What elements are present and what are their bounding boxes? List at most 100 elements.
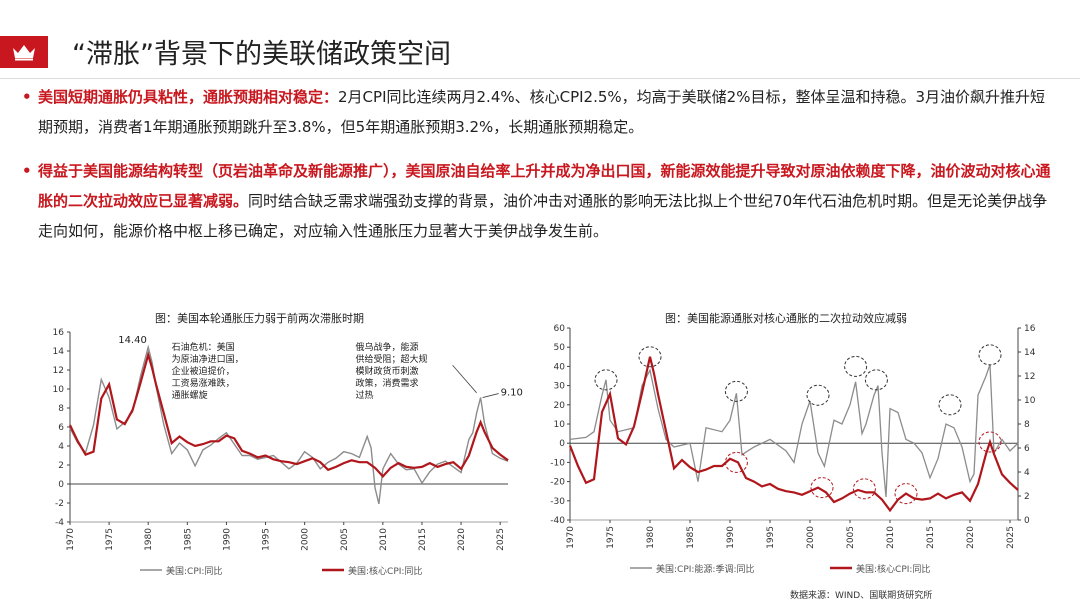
y-tick-label: 4 bbox=[58, 442, 64, 452]
title-divider bbox=[0, 78, 1080, 79]
x-tick-label: 1975 bbox=[105, 528, 115, 551]
y-tick-label: 2 bbox=[58, 461, 64, 471]
y-tick-label: -4 bbox=[55, 518, 64, 528]
right-y-tick-label: 6 bbox=[1024, 444, 1030, 454]
energy-peak-circle bbox=[864, 369, 888, 391]
x-tick-label: 1995 bbox=[262, 528, 272, 551]
energy-peak-circle bbox=[724, 380, 748, 402]
energy-peak-circle bbox=[638, 346, 662, 368]
x-tick-label: 2005 bbox=[846, 526, 856, 549]
core-peak-circle bbox=[724, 451, 748, 473]
annotation-oil-crisis-line: 通胀螺旋 bbox=[172, 389, 208, 401]
x-tick-label: 1980 bbox=[646, 526, 656, 549]
x-tick-label: 2020 bbox=[966, 526, 976, 549]
x-tick-label: 2000 bbox=[806, 526, 816, 549]
energy-peak-circle bbox=[938, 394, 962, 416]
bullet-1-highlight: 美国短期通胀仍具粘性，通胀预期相对稳定： bbox=[38, 88, 339, 106]
peak-label-1980: 14.40 bbox=[118, 335, 147, 346]
chart-2-title: 图：美国能源通胀对核心通胀的二次拉动效应减弱 bbox=[665, 312, 907, 325]
right-y-tick-label: 14 bbox=[1024, 348, 1036, 358]
y-tick-label: 8 bbox=[58, 404, 64, 414]
y-tick-label: 0 bbox=[58, 480, 64, 490]
y-tick-label: 16 bbox=[53, 328, 65, 338]
x-tick-label: 1995 bbox=[766, 526, 776, 549]
x-tick-label: 1985 bbox=[686, 526, 696, 549]
bullet-dot-icon: • bbox=[22, 88, 32, 106]
series-line-1 bbox=[69, 344, 509, 505]
annotation-arrow bbox=[482, 393, 499, 398]
x-tick-label: 2010 bbox=[886, 526, 896, 549]
energy-peak-circle bbox=[806, 384, 830, 406]
left-y-tick-label: -40 bbox=[550, 516, 565, 526]
chart-2: -40 -30 -20 -10 0 10 20 30 40 50 60 0 2 4 6 8 10 12 14 16 19… bbox=[550, 324, 1036, 575]
right-y-tick-label: 4 bbox=[1024, 468, 1030, 478]
bullet-2-highlight: 得益于美国能源结构转型（页岩油革命及新能源推广），美国原油自给率上升并成为净出口… bbox=[38, 162, 1051, 210]
y-tick-label: 12 bbox=[53, 366, 64, 376]
chart-1-title: 图：美国本轮通胀压力弱于前两次滞胀时期 bbox=[155, 312, 364, 325]
data-source-note: 数据来源：WIND、国联期货研究所 bbox=[790, 591, 933, 601]
x-tick-label: 1990 bbox=[222, 528, 232, 551]
y-tick-label: -2 bbox=[55, 499, 64, 509]
core-peak-circle bbox=[810, 477, 834, 499]
annotation-oil-crisis-line: 企业被迫提价， bbox=[172, 365, 235, 377]
series-line-1 bbox=[569, 364, 1019, 498]
page-title: “滞胀”背景下的美联储政策空间 bbox=[72, 39, 451, 70]
bullet-2-text: 同时结合缺乏需求端强劲支撑的背景，油价冲击对通胀的影响无法比拟上个世纪70年代石… bbox=[38, 192, 1048, 240]
annotation-war-line: 模财政货币刺激 bbox=[355, 365, 418, 377]
y-tick-label: 6 bbox=[58, 423, 64, 433]
x-tick-label: 2025 bbox=[1006, 526, 1016, 549]
legend-label-cpi: 美国:CPI:同比 bbox=[166, 565, 222, 577]
energy-peak-circle bbox=[844, 355, 868, 377]
right-y-tick-label: 0 bbox=[1024, 516, 1030, 526]
core-peak-circle bbox=[978, 431, 1002, 453]
annotation-war-line: 俄乌战争，能源 bbox=[355, 341, 418, 353]
left-y-tick-label: 10 bbox=[554, 420, 566, 430]
energy-peak-circle bbox=[594, 369, 618, 391]
bullet-item-2: • 得益于美国能源结构转型（页岩油革命及新能源推广），美国原油自给率上升并成为净… bbox=[22, 156, 1058, 246]
chart-1: -4 -2 0 2 4 6 8 10 12 14 16 1970 1975 1980 1985 1990 199… bbox=[53, 328, 523, 577]
annotation-war-line: 供给受阻；超大规 bbox=[355, 353, 427, 365]
right-y-tick-label: 12 bbox=[1024, 372, 1035, 382]
annotation-oil-crisis-line: 工资易涨难跌， bbox=[172, 378, 235, 389]
bullet-dot-icon: • bbox=[22, 162, 32, 180]
left-y-tick-label: 30 bbox=[554, 382, 566, 392]
left-y-tick-label: -20 bbox=[550, 478, 565, 488]
header-accent-bar bbox=[0, 36, 48, 68]
x-tick-label: 2000 bbox=[301, 528, 311, 551]
series-line-2 bbox=[69, 350, 509, 479]
x-tick-label: 2020 bbox=[457, 528, 467, 551]
left-y-tick-label: -10 bbox=[550, 458, 565, 468]
x-tick-label: 1985 bbox=[183, 528, 193, 551]
annotation-war-line: 过热 bbox=[355, 389, 373, 401]
x-tick-label: 1970 bbox=[566, 526, 576, 549]
right-y-tick-label: 2 bbox=[1024, 492, 1030, 502]
series-line-2 bbox=[568, 356, 1019, 513]
peak-label-2022: 9.10 bbox=[501, 388, 523, 399]
left-y-tick-label: 0 bbox=[559, 439, 565, 449]
core-peak-circle bbox=[852, 478, 876, 500]
x-tick-label: 1990 bbox=[726, 526, 736, 549]
left-y-tick-label: 40 bbox=[554, 362, 566, 372]
y-tick-label: 10 bbox=[53, 385, 65, 395]
annotation-war-line: 政策，消费需求 bbox=[355, 377, 418, 389]
annotation-oil-crisis-line: 为原油净进口国， bbox=[172, 353, 244, 365]
x-tick-label: 2010 bbox=[379, 528, 389, 551]
left-y-tick-label: 20 bbox=[554, 401, 566, 411]
left-y-tick-label: 50 bbox=[554, 343, 566, 353]
core-peak-circle bbox=[894, 483, 918, 505]
x-tick-label: 2005 bbox=[340, 528, 350, 551]
legend-label-energy-cpi: 美国:CPI:能源:季调:同比 bbox=[656, 563, 755, 575]
annotation-leader bbox=[452, 364, 477, 394]
x-tick-label: 1970 bbox=[66, 528, 76, 551]
x-tick-label: 2015 bbox=[418, 528, 428, 551]
y-tick-label: 14 bbox=[53, 347, 65, 357]
crown-icon bbox=[13, 45, 35, 61]
left-y-tick-label: 60 bbox=[554, 324, 566, 334]
legend-label-core-cpi: 美国:核心CPI:同比 bbox=[856, 563, 930, 575]
energy-peak-circle bbox=[978, 344, 1002, 366]
annotation-oil-crisis-line: 石油危机：美国 bbox=[172, 341, 235, 353]
x-tick-label: 1980 bbox=[144, 528, 154, 551]
x-tick-label: 2015 bbox=[926, 526, 936, 549]
left-y-tick-label: -30 bbox=[550, 497, 565, 507]
right-y-tick-label: 16 bbox=[1024, 324, 1036, 334]
